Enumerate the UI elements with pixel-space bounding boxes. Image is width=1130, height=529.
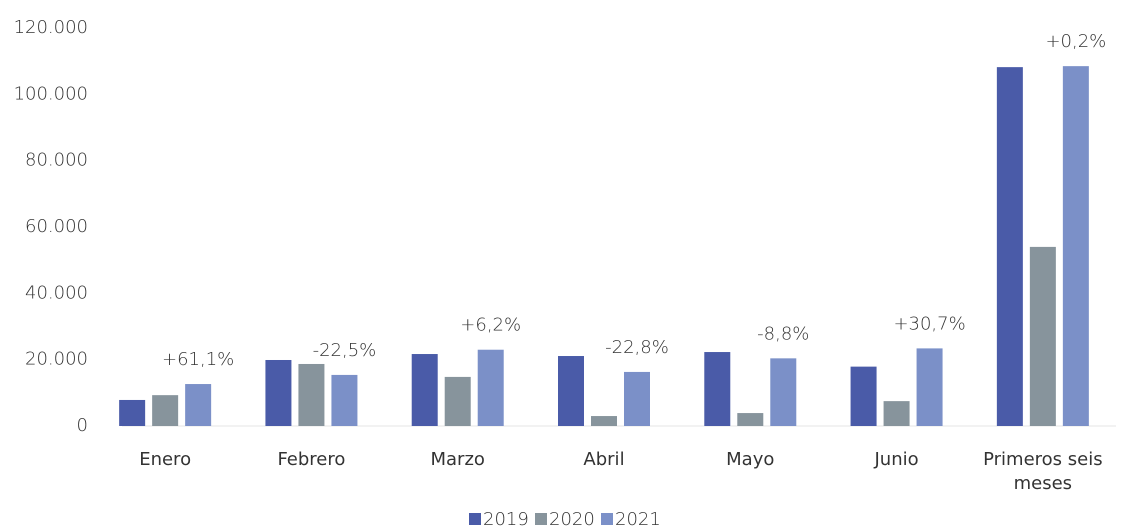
y-tick-label: 0 [77, 415, 88, 436]
bar [477, 349, 504, 426]
y-tick-label: 100.000 [14, 83, 88, 104]
bar [444, 376, 471, 426]
y-tick-label: 120.000 [14, 17, 88, 38]
x-tick-label: Abril [583, 449, 625, 470]
bar [850, 366, 877, 426]
bar [298, 363, 325, 426]
bar [916, 348, 943, 426]
bar [411, 354, 438, 426]
bar [883, 401, 910, 426]
legend-label: 2020 [549, 509, 595, 529]
bar [624, 371, 650, 426]
x-tick-label: Mayo [726, 449, 775, 470]
legend-label: 2021 [615, 509, 661, 529]
bar [996, 67, 1023, 427]
bar [1062, 66, 1089, 427]
y-tick-label: 40.000 [25, 282, 88, 303]
x-tick-label: Primeros seis meses [983, 449, 1103, 494]
legend-label: 2019 [483, 509, 529, 529]
annotation: -22,5% [313, 340, 377, 361]
x-tick-label: Febrero [277, 449, 346, 470]
bar [1029, 246, 1056, 426]
bar [737, 413, 764, 426]
legend-swatch [535, 513, 547, 525]
x-tick-label: Junio [874, 449, 919, 470]
bar [152, 395, 179, 426]
legend-swatch [601, 513, 613, 525]
annotation: +0,2% [1045, 31, 1106, 52]
y-tick-label: 80.000 [25, 150, 88, 171]
annotation: +61,1% [162, 349, 234, 370]
bar [185, 384, 212, 426]
x-tick-label: Enero [139, 449, 192, 470]
legend-swatch [469, 513, 481, 525]
x-tick-label: Marzo [430, 449, 485, 470]
annotation: -22,8% [605, 337, 669, 358]
bar [704, 352, 731, 426]
y-tick-label: 60.000 [25, 216, 88, 237]
bar [591, 416, 617, 426]
y-tick-label: 20.000 [25, 349, 88, 370]
annotation: +6,2% [460, 315, 521, 336]
annotation: -8,8% [757, 323, 809, 344]
annotation: +30,7% [893, 313, 965, 334]
bar [558, 356, 584, 426]
bar [770, 358, 797, 426]
bar [265, 359, 292, 426]
bar [331, 374, 358, 426]
bar [119, 399, 146, 426]
